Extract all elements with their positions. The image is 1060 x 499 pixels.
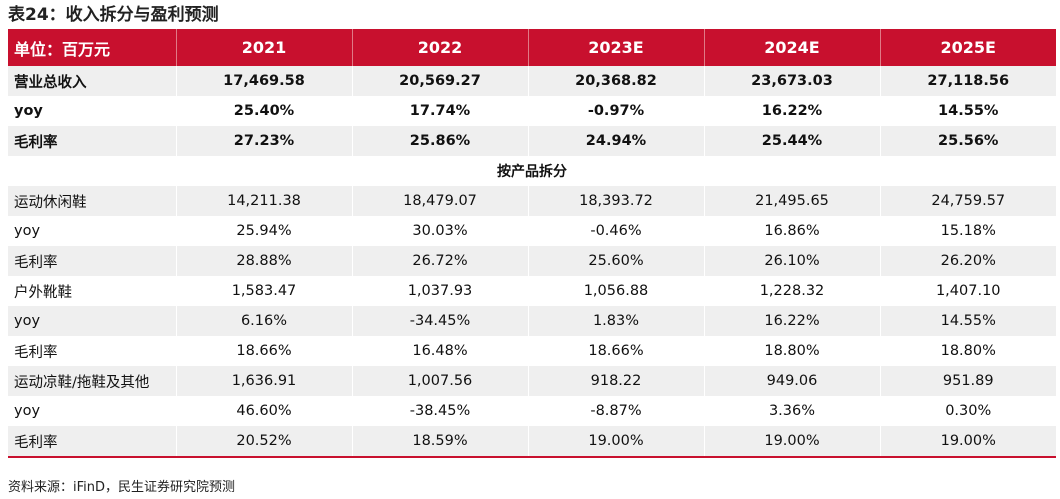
row-label: yoy xyxy=(8,96,177,126)
header-year: 2023E xyxy=(528,29,705,66)
cell-value: 24.94% xyxy=(528,126,705,156)
cell-value: 3.36% xyxy=(704,396,881,426)
cell-value: 14.55% xyxy=(880,306,1056,336)
cell-value: -8.87% xyxy=(528,396,705,426)
cell-value: 949.06 xyxy=(704,366,881,396)
cell-value: 0.30% xyxy=(945,403,992,419)
row-label: 毛利率 xyxy=(8,426,177,458)
table-row: 户外靴鞋 1,583.47 1,037.93 1,056.88 1,228.32… xyxy=(8,276,1056,306)
cell-value: 1,007.56 xyxy=(352,366,529,396)
cell-value: 25.40% xyxy=(176,96,353,126)
header-year: 2024E xyxy=(704,29,881,66)
cell-value: 23,673.03 xyxy=(704,66,881,96)
cell-value: 26.20% xyxy=(880,246,1056,276)
cell-value: 1,056.88 xyxy=(528,276,705,306)
cell-value: 19.00% xyxy=(880,426,1056,458)
row-label: 毛利率 xyxy=(8,126,177,156)
cell-value: 918.22 xyxy=(528,366,705,396)
row-label: 营业总收入 xyxy=(8,66,177,96)
table-row: 运动休闲鞋 14,211.38 18,479.07 18,393.72 21,4… xyxy=(8,186,1056,216)
cell-value: 14.55% xyxy=(938,103,999,119)
section-row: 按产品拆分 xyxy=(8,156,1056,186)
cell-value: -38.45% xyxy=(352,396,529,426)
table-row: yoy 6.16% -34.45% 1.83% 16.22% 14.55% xyxy=(8,306,1056,336)
section-title: 按产品拆分 xyxy=(497,164,567,180)
cell-value: 20,569.27 xyxy=(352,66,529,96)
cell-value: 27.23% xyxy=(176,126,353,156)
cell-value: 15.18% xyxy=(940,223,996,239)
cell-value: 16.86% xyxy=(704,216,881,246)
cell-value: 21,495.65 xyxy=(704,186,881,216)
cell-value: 20,368.82 xyxy=(528,66,705,96)
financial-table: 单位：百万元 2021 2022 2023E 2024E 2025E 营业总收入… xyxy=(8,29,1056,458)
cell-value: 27,118.56 xyxy=(880,66,1056,96)
cell-value: 1,636.91 xyxy=(176,366,353,396)
table-row: 运动凉鞋/拖鞋及其他 1,636.91 1,007.56 918.22 949.… xyxy=(8,366,1056,396)
cell-value: 951.89 xyxy=(880,366,1056,396)
cell-value: 1,228.32 xyxy=(704,276,881,306)
cell-value: 25.94% xyxy=(176,216,353,246)
cell-value: 16.22% xyxy=(704,306,881,336)
cell-value: 16.48% xyxy=(352,336,529,366)
row-label: yoy xyxy=(8,216,177,246)
table-row: yoy 25.94% 30.03% -0.46% 16.86% 15.18% xyxy=(8,216,1056,246)
cell-value: 28.88% xyxy=(176,246,353,276)
cell-value: 18,393.72 xyxy=(528,186,705,216)
header-year: 2025E xyxy=(880,29,1056,66)
cell-value: 18.66% xyxy=(528,336,705,366)
cell-value: 18.80% xyxy=(940,343,996,359)
cell-value: 18.80% xyxy=(704,336,881,366)
cell-value: 1,037.93 xyxy=(352,276,529,306)
cell-value: 14,211.38 xyxy=(176,186,353,216)
cell-value: 25.60% xyxy=(528,246,705,276)
cell-value: -0.46% xyxy=(528,216,705,246)
cell-value: 19.00% xyxy=(704,426,881,458)
row-label: 运动凉鞋/拖鞋及其他 xyxy=(8,366,177,396)
cell-value: 18.66% xyxy=(176,336,353,366)
header-row: 单位：百万元 2021 2022 2023E 2024E 2025E xyxy=(8,29,1056,66)
row-label: yoy xyxy=(8,396,177,426)
cell-value: 1,583.47 xyxy=(176,276,353,306)
row-label: 毛利率 xyxy=(8,246,177,276)
cell-value: 17.74% xyxy=(352,96,529,126)
table-row: 毛利率 20.52% 18.59% 19.00% 19.00% 19.00% xyxy=(8,426,1056,458)
table-row: 毛利率 27.23% 25.86% 24.94% 25.44% 25.56% xyxy=(8,126,1056,156)
source-note: 资料来源：iFinD，民生证券研究院预测 xyxy=(8,480,236,495)
cell-value: 25.56% xyxy=(880,126,1056,156)
cell-value: -34.45% xyxy=(352,306,529,336)
cell-value: 46.60% xyxy=(176,396,353,426)
cell-value: 1,407.10 xyxy=(935,283,1001,299)
table-row: yoy 46.60% -38.45% -8.87% 3.36% 0.30% xyxy=(8,396,1056,426)
row-label: 运动休闲鞋 xyxy=(8,186,177,216)
cell-value: 17,469.58 xyxy=(176,66,353,96)
cell-value: 26.72% xyxy=(352,246,529,276)
table-row: yoy 25.40% 17.74% -0.97% 16.22% 14.55% xyxy=(8,96,1056,126)
table-row: 营业总收入 17,469.58 20,569.27 20,368.82 23,6… xyxy=(8,66,1056,96)
header-year: 2022 xyxy=(352,29,529,66)
cell-value: 25.86% xyxy=(352,126,529,156)
cell-value: 19.00% xyxy=(528,426,705,458)
cell-value: 18,479.07 xyxy=(352,186,529,216)
header-unit: 单位：百万元 xyxy=(8,29,177,66)
cell-value: 30.03% xyxy=(352,216,529,246)
table-row: 毛利率 18.66% 16.48% 18.66% 18.80% 18.80% xyxy=(8,336,1056,366)
cell-value: 26.10% xyxy=(704,246,881,276)
cell-value: 24,759.57 xyxy=(880,186,1056,216)
cell-value: 1.83% xyxy=(528,306,705,336)
cell-value: 6.16% xyxy=(176,306,353,336)
table-row: 毛利率 28.88% 26.72% 25.60% 26.10% 26.20% xyxy=(8,246,1056,276)
row-label: 户外靴鞋 xyxy=(8,276,177,306)
row-label: yoy xyxy=(8,306,177,336)
table-title: 表24：收入拆分与盈利预测 xyxy=(8,5,219,25)
row-label: 毛利率 xyxy=(8,336,177,366)
cell-value: 16.22% xyxy=(704,96,881,126)
cell-value: 25.44% xyxy=(704,126,881,156)
cell-value: -0.97% xyxy=(528,96,705,126)
header-year: 2021 xyxy=(176,29,353,66)
cell-value: 20.52% xyxy=(176,426,353,458)
cell-value: 18.59% xyxy=(352,426,529,458)
